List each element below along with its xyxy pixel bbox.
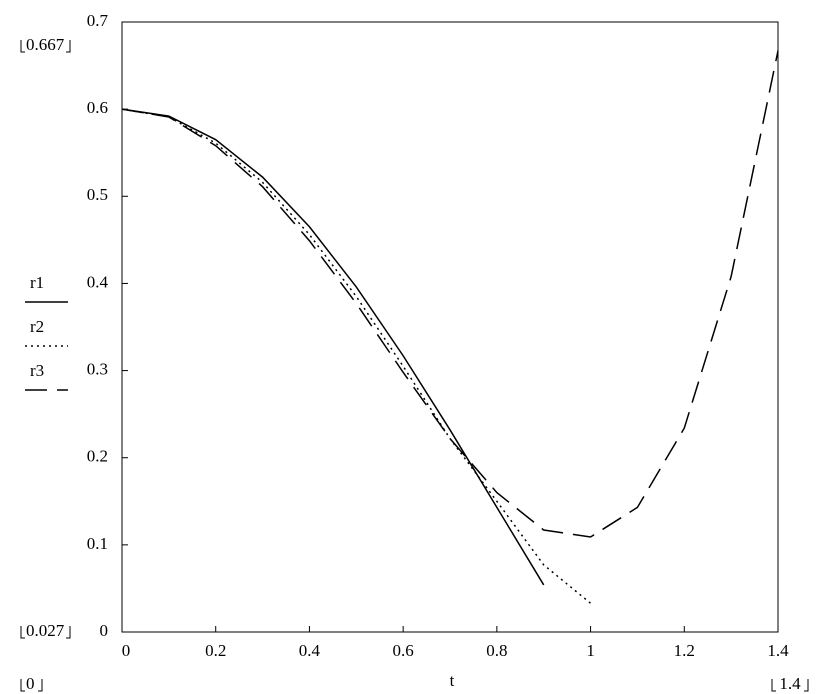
y-tick-label: 0.1 — [87, 534, 108, 553]
series-line — [121, 108, 545, 586]
bracket — [20, 679, 43, 692]
y-tick-label: 0.3 — [87, 359, 108, 378]
y-tick-label: 0.2 — [87, 447, 108, 466]
legend-label: r1 — [30, 273, 44, 292]
bracket — [771, 679, 809, 692]
y-tick-label: 0.4 — [87, 272, 109, 291]
y-tick-label: 0 — [100, 621, 109, 640]
x-max-label: 1.4 — [779, 674, 801, 693]
x-tick-label: 0.4 — [299, 641, 321, 660]
series-line — [121, 108, 592, 604]
y-tick-label: 0.6 — [87, 98, 108, 117]
y-tick-label: 0.5 — [87, 185, 108, 204]
legend-label: r2 — [30, 317, 44, 336]
x-tick-label: 0.2 — [205, 641, 226, 660]
bracket — [20, 626, 71, 639]
x-tick-label: 1 — [586, 641, 595, 660]
y-tick-label: 0.7 — [87, 11, 109, 30]
y-min-label: 0.027 — [26, 621, 65, 640]
bracket — [20, 40, 71, 53]
legend-label: r3 — [30, 361, 44, 380]
x-tick-label: 0.8 — [486, 641, 507, 660]
y-max-label: 0.667 — [26, 35, 65, 54]
x-min-label: 0 — [26, 674, 35, 693]
x-axis-label: t — [450, 671, 455, 690]
x-tick-label: 0 — [122, 641, 131, 660]
series-line — [121, 50, 779, 538]
x-tick-label: 0.6 — [393, 641, 414, 660]
x-tick-label: 1.2 — [674, 641, 695, 660]
x-tick-label: 1.4 — [767, 641, 789, 660]
plot-frame — [121, 21, 779, 633]
